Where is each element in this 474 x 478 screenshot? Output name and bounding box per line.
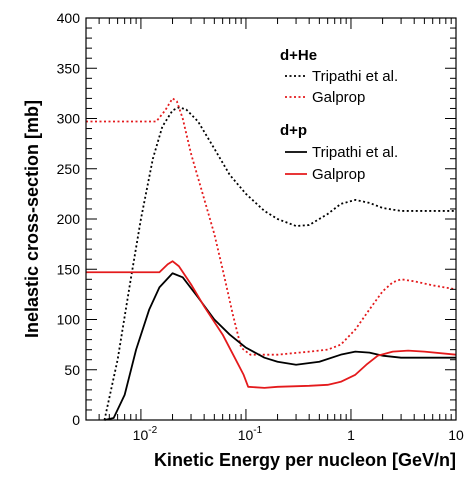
x-tick-label: 10-1: [238, 425, 263, 443]
series-line-dhe-tripathi: [103, 106, 456, 421]
tick-labels-layer: 0 50 100 150 200 250 300 350 400 10-2 10-1 1 10: [57, 10, 464, 443]
y-tick-label: 300: [57, 111, 81, 127]
x-tick-label: 1: [347, 427, 355, 443]
legend-label-dp-tripathi: Tripathi et al.: [312, 144, 398, 161]
y-tick-label: 100: [57, 312, 81, 328]
y-tick-label: 200: [57, 211, 81, 227]
y-tick-label: 150: [57, 261, 81, 277]
y-tick-label: 50: [64, 362, 80, 378]
ticks-layer: [85, 17, 457, 421]
legend-label-dhe-tripathi: Tripathi et al.: [312, 68, 398, 85]
legend-heading-dp: d+p: [280, 122, 307, 139]
legend: d+He Tripathi et al. Galprop d+p Tripath…: [280, 47, 398, 183]
series-line-dp-tripathi: [104, 272, 456, 421]
legend-label-dp-galprop: Galprop: [312, 166, 365, 183]
y-axis-title: Inelastic cross-section [mb]: [22, 100, 42, 338]
y-tick-label: 400: [57, 10, 81, 26]
x-axis-title: Kinetic Energy per nucleon [GeV/n]: [154, 450, 456, 470]
y-tick-label: 250: [57, 161, 81, 177]
legend-label-dhe-galprop: Galprop: [312, 89, 365, 106]
y-tick-label: 0: [72, 412, 80, 428]
x-tick-label: 10-2: [133, 425, 158, 443]
series-layer: [86, 97, 457, 421]
legend-heading-dhe: d+He: [280, 47, 317, 64]
series-line-dp-galprop: [86, 260, 457, 389]
x-tick-label: 10: [448, 427, 464, 443]
series-line-dhe-galprop: [86, 97, 457, 356]
y-tick-label: 350: [57, 60, 81, 76]
